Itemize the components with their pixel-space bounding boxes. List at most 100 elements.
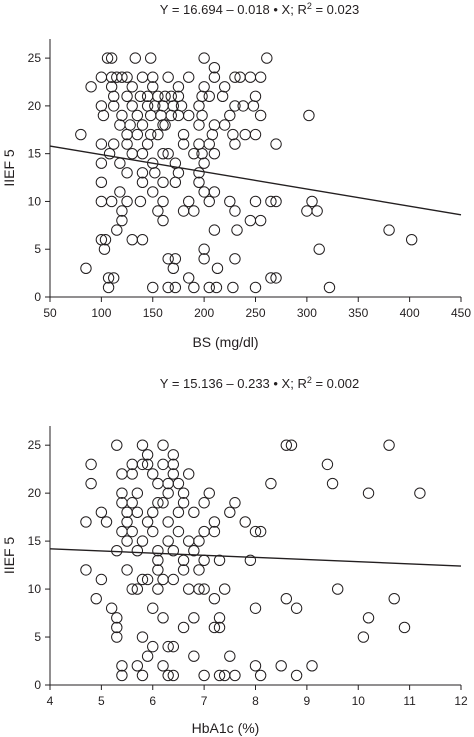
data-point xyxy=(111,612,123,624)
data-point xyxy=(136,631,149,643)
data-point xyxy=(162,640,174,653)
data-point xyxy=(144,109,157,122)
y-tick-label: 25 xyxy=(28,51,42,65)
data-point xyxy=(116,487,128,499)
data-point xyxy=(265,195,277,208)
data-point xyxy=(275,660,287,672)
data-point xyxy=(196,109,208,122)
data-point xyxy=(157,660,169,672)
data-point xyxy=(216,90,229,103)
data-point xyxy=(141,458,154,471)
data-point xyxy=(167,100,180,112)
data-point xyxy=(183,195,195,208)
x-tick-label: 100 xyxy=(91,306,111,320)
data-point xyxy=(152,128,164,141)
data-point xyxy=(116,205,128,217)
x-tick-label: 300 xyxy=(297,306,317,320)
data-point xyxy=(131,487,144,499)
data-point xyxy=(136,167,149,179)
data-point xyxy=(210,281,223,294)
data-point xyxy=(193,167,205,179)
data-point xyxy=(136,458,149,471)
data-point xyxy=(206,128,219,141)
data-point xyxy=(254,71,267,83)
data-point xyxy=(105,81,118,93)
data-point xyxy=(290,669,303,682)
data-point xyxy=(183,468,195,480)
data-point xyxy=(152,497,164,509)
data-point xyxy=(121,516,133,528)
data-point xyxy=(141,138,154,150)
data-point xyxy=(102,281,115,294)
data-point xyxy=(167,449,180,461)
data-point xyxy=(177,564,190,576)
data-point xyxy=(172,525,185,538)
data-point xyxy=(157,176,169,189)
data-point xyxy=(152,545,164,557)
data-point xyxy=(183,71,195,83)
data-point xyxy=(157,458,169,471)
y-tick-label: 15 xyxy=(28,534,42,548)
data-point xyxy=(147,525,159,538)
data-point xyxy=(193,583,205,595)
data-point xyxy=(193,564,205,576)
data-point xyxy=(249,128,262,141)
y-tick-label: 25 xyxy=(28,438,42,452)
data-point xyxy=(229,138,241,150)
data-point xyxy=(208,186,221,198)
data-point xyxy=(203,138,215,150)
data-point xyxy=(162,535,174,547)
data-point xyxy=(169,253,182,265)
data-point xyxy=(116,525,128,538)
data-point xyxy=(177,487,190,499)
data-point xyxy=(80,262,92,275)
data-point xyxy=(254,669,267,682)
data-point xyxy=(136,71,149,83)
data-point xyxy=(121,128,133,141)
data-point xyxy=(131,128,144,141)
data-point xyxy=(198,525,210,538)
data-point xyxy=(157,439,169,451)
data-point xyxy=(162,487,174,499)
data-point xyxy=(167,640,180,653)
data-point xyxy=(167,262,180,275)
data-point xyxy=(239,516,251,528)
data-point xyxy=(147,602,159,614)
data-point xyxy=(213,669,226,682)
x-tick-label: 9 xyxy=(304,694,311,708)
data-point xyxy=(162,669,174,682)
data-point xyxy=(136,147,149,160)
data-point xyxy=(126,468,138,480)
data-point xyxy=(177,128,190,141)
data-point xyxy=(114,186,126,198)
data-point xyxy=(126,458,138,471)
data-point xyxy=(134,90,147,103)
data-point xyxy=(116,497,128,509)
data-point xyxy=(162,281,174,294)
x-tick-label: 11 xyxy=(403,694,416,708)
data-point xyxy=(306,195,318,208)
data-point xyxy=(306,660,318,672)
data-point xyxy=(167,458,180,471)
data-point xyxy=(97,109,110,122)
data-point xyxy=(162,147,174,160)
y-tick-label: 15 xyxy=(28,147,42,161)
data-point xyxy=(198,52,210,64)
data-point xyxy=(321,458,334,471)
data-point xyxy=(239,128,251,141)
data-point xyxy=(198,583,210,595)
data-point xyxy=(105,602,118,614)
data-point xyxy=(162,477,174,490)
data-point xyxy=(198,253,210,265)
data-point xyxy=(311,205,323,217)
data-point xyxy=(95,195,108,208)
data-point xyxy=(177,138,190,150)
data-point xyxy=(254,214,267,227)
data-point xyxy=(152,554,164,566)
data-point xyxy=(121,71,133,83)
data-point xyxy=(162,516,174,528)
chart-title: Y = 15.136 – 0.233 • X; R2 = 0.002 xyxy=(160,375,359,391)
data-point xyxy=(103,147,116,160)
data-point xyxy=(111,224,123,236)
data-point xyxy=(116,214,128,227)
